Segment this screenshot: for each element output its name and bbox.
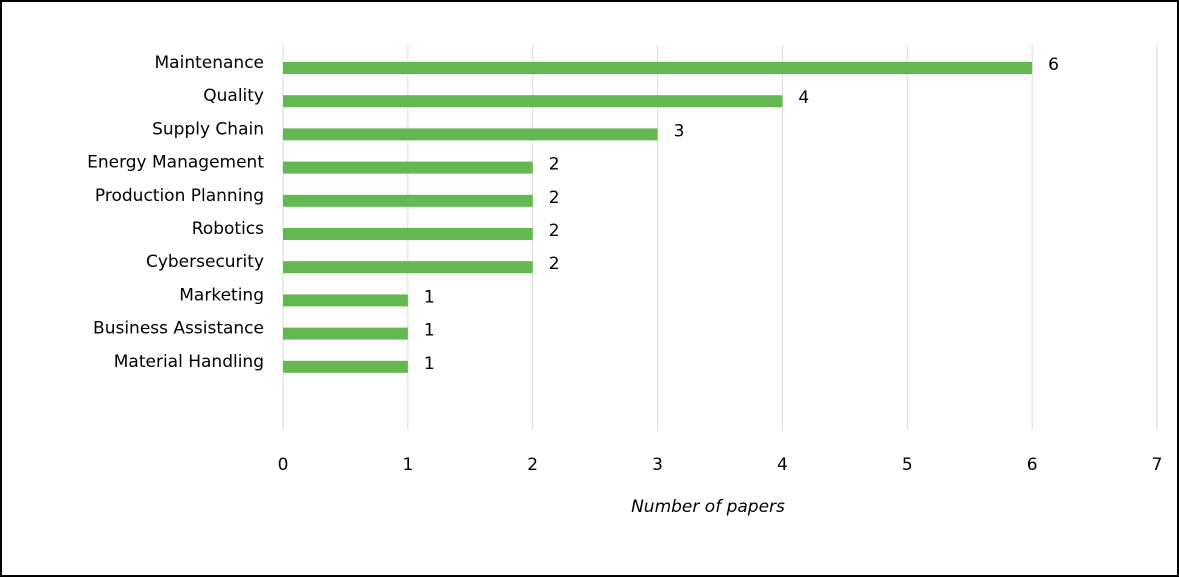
- x-tick-label: 6: [1027, 455, 1038, 475]
- x-tick-label: 2: [527, 455, 538, 475]
- x-tick-label: 1: [402, 455, 413, 475]
- data-label: 4: [798, 88, 809, 108]
- x-tick-label: 7: [1152, 455, 1163, 475]
- data-label: 3: [674, 121, 685, 141]
- x-axis-title: Number of papers: [631, 497, 785, 517]
- bar: [283, 194, 533, 207]
- bar: [283, 261, 533, 274]
- x-tick-label: 4: [777, 455, 788, 475]
- y-tick-label: Quality: [203, 86, 264, 106]
- data-label: 2: [549, 221, 560, 241]
- bar: [283, 360, 408, 373]
- x-tick-label: 3: [652, 455, 663, 475]
- y-tick-label: Business Assistance: [93, 319, 264, 339]
- bar: [283, 95, 783, 108]
- x-tick-label: 0: [278, 455, 289, 475]
- x-tick-label: 5: [902, 455, 913, 475]
- bar: [283, 228, 533, 240]
- bar: [283, 62, 1033, 74]
- bar: [283, 128, 658, 141]
- data-label: 2: [549, 188, 560, 208]
- data-label: 2: [549, 155, 560, 175]
- y-tick-label: Maintenance: [155, 53, 264, 73]
- data-label: 1: [424, 321, 435, 341]
- y-tick-label: Robotics: [192, 219, 264, 239]
- y-tick-label: Material Handling: [114, 352, 264, 372]
- data-label: 1: [424, 287, 435, 307]
- data-label: 2: [549, 254, 560, 274]
- data-label: 1: [424, 354, 435, 374]
- bar: [283, 294, 408, 307]
- y-tick-label: Marketing: [179, 285, 264, 305]
- y-tick-label: Energy Management: [87, 153, 264, 173]
- y-tick-label: Production Planning: [95, 186, 264, 206]
- y-tick-label: Supply Chain: [152, 119, 264, 139]
- bar: [283, 161, 533, 174]
- y-tick-label: Cybersecurity: [146, 252, 264, 272]
- data-label: 6: [1048, 55, 1059, 75]
- bar: [283, 327, 408, 340]
